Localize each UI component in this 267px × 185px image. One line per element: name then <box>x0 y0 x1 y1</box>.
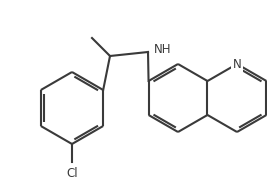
Text: NH: NH <box>154 43 171 56</box>
Text: Cl: Cl <box>66 167 78 180</box>
Text: N: N <box>233 58 241 70</box>
